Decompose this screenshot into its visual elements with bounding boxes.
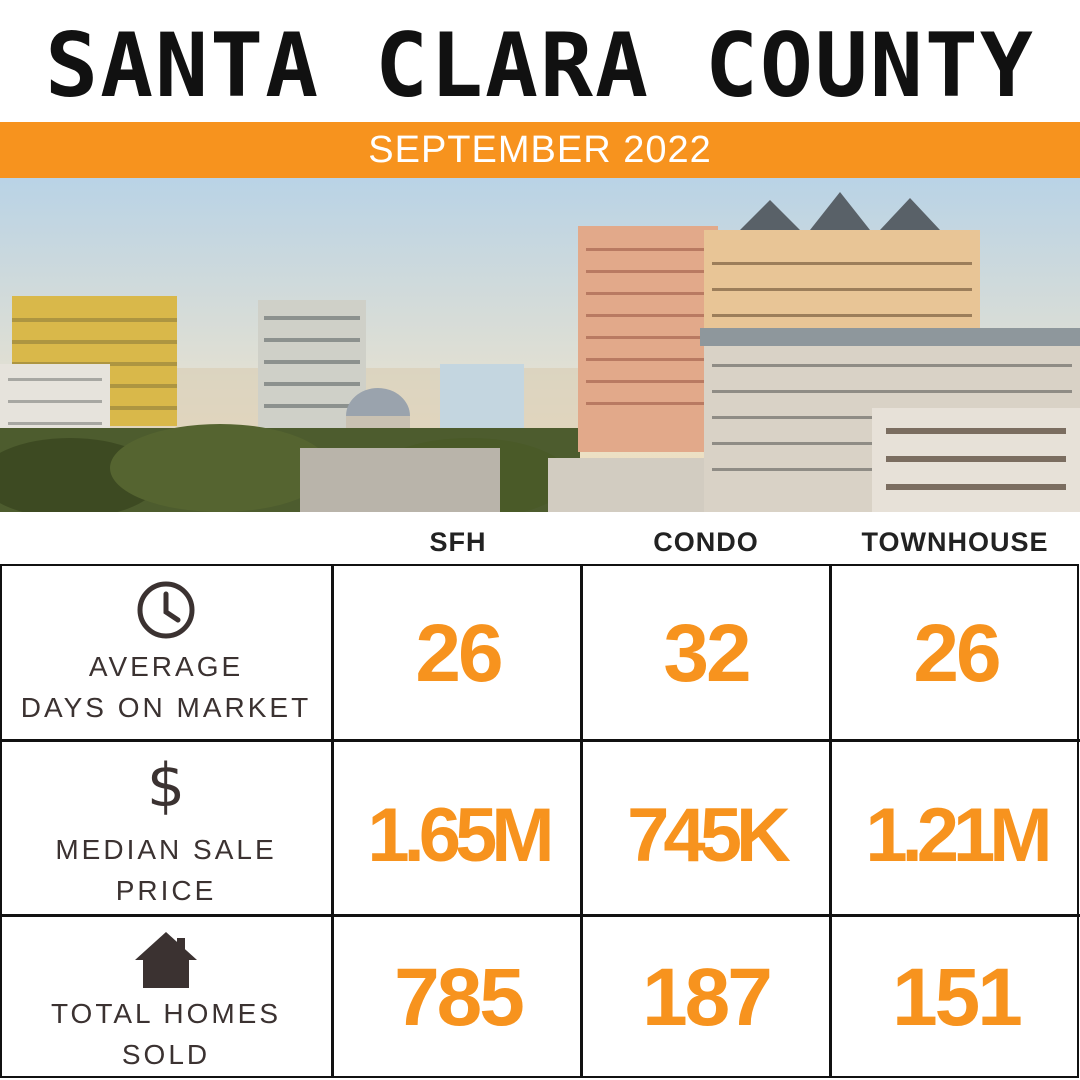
value-sold-sfh: 785 [394, 952, 525, 1043]
row-label-price-line1: MEDIAN SALE [55, 834, 277, 865]
stats-table [0, 564, 1079, 1078]
page-title: SANTA CLARA COUNTY [45, 14, 1035, 117]
row-label-sold-line2: SOLD [121, 1039, 211, 1070]
column-header-sfh: SFH [429, 527, 487, 557]
table-divider [0, 739, 1080, 742]
value-price-sfh: 1.65M [367, 793, 554, 878]
house-icon [126, 930, 206, 994]
row-label-days-line1: AVERAGE [88, 651, 244, 682]
row-label-sold-line1: TOTAL HOMES [50, 998, 282, 1029]
date-banner: SEPTEMBER 2022 [0, 122, 1080, 178]
row-label-price-line2: PRICE [115, 875, 217, 906]
row-label-days-line2: DAYS ON MARKET [20, 692, 312, 723]
value-sold-townhouse: 151 [892, 952, 1023, 1043]
value-price-condo: 745K [627, 793, 791, 878]
clock-icon [126, 580, 206, 644]
value-days-condo: 32 [663, 608, 751, 699]
city-skyline-photo [0, 178, 1080, 512]
value-sold-condo: 187 [642, 952, 773, 1043]
table-divider [580, 564, 583, 1078]
column-header-condo: CONDO [653, 527, 759, 557]
value-days-sfh: 26 [415, 608, 503, 699]
value-price-townhouse: 1.21M [865, 793, 1052, 878]
table-divider [829, 564, 832, 1078]
svg-text:$: $ [147, 752, 185, 818]
column-header-townhouse: TOWNHOUSE [861, 527, 1049, 557]
value-days-townhouse: 26 [913, 608, 1001, 699]
dollar-icon: $ [126, 751, 206, 822]
table-divider [331, 564, 334, 1078]
table-divider [0, 914, 1080, 917]
